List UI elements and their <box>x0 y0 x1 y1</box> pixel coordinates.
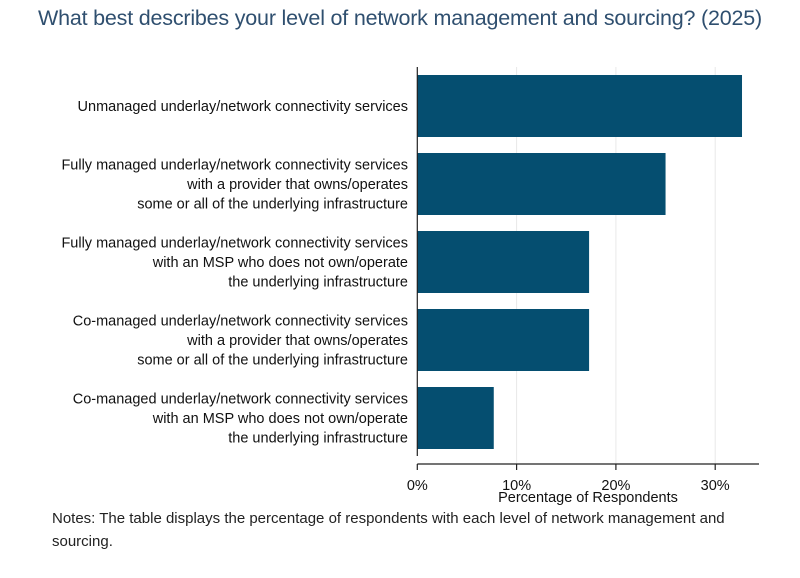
category-label: with a provider that owns/operates <box>186 333 408 349</box>
category-label: the underlying infrastructure <box>228 431 408 447</box>
bar <box>417 75 743 137</box>
category-label: the underlying infrastructure <box>228 275 408 291</box>
category-label: Fully managed underlay/network connectiv… <box>61 158 408 174</box>
category-label: Co-managed underlay/network connectivity… <box>73 392 408 408</box>
x-tick-label: 30% <box>701 478 730 494</box>
bar <box>417 309 590 371</box>
chart-title: What best describes your level of networ… <box>38 6 762 30</box>
x-axis-label: Percentage of Respondents <box>498 490 678 506</box>
category-label: with a provider that owns/operates <box>186 177 408 193</box>
category-label: with an MSP who does not own/operate <box>152 255 408 271</box>
category-label: Unmanaged underlay/network connectivity … <box>78 99 408 115</box>
x-tick-label: 0% <box>407 478 428 494</box>
category-label: some or all of the underlying infrastruc… <box>137 197 408 213</box>
category-label: Fully managed underlay/network connectiv… <box>61 236 408 252</box>
chart-notes: Notes: The table displays the percentage… <box>52 510 725 550</box>
x-tick-label: 10% <box>502 478 531 494</box>
category-label: Co-managed underlay/network connectivity… <box>73 314 408 330</box>
category-label: with an MSP who does not own/operate <box>152 411 408 427</box>
bar <box>417 231 590 293</box>
bar <box>417 387 494 449</box>
category-label: some or all of the underlying infrastruc… <box>137 353 408 369</box>
x-tick-label: 20% <box>601 478 630 494</box>
bar <box>417 153 666 215</box>
